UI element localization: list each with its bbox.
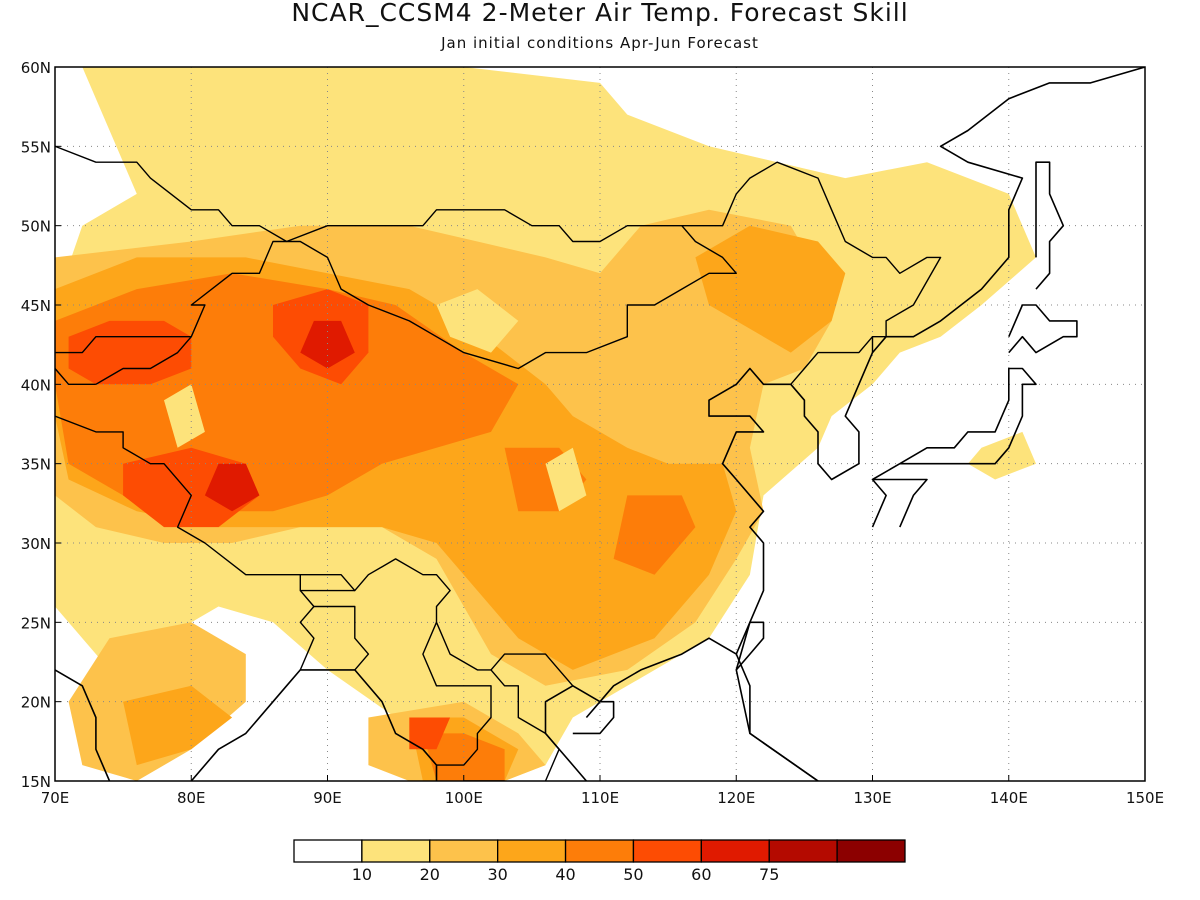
lon-tick-label: 150E	[1126, 789, 1164, 807]
skill-region-10	[164, 384, 205, 448]
longitude-axis: 70E 80E 90E 100E 110E 120E 130E 140E 150E	[41, 775, 1164, 807]
lon-tick-label: 110E	[581, 789, 619, 807]
country-border	[299, 590, 370, 671]
lat-tick-label: 30N	[21, 535, 51, 553]
colorbar-label: 30	[487, 865, 507, 884]
colorbar-swatch	[429, 839, 499, 863]
country-border	[299, 606, 315, 671]
country-border	[55, 145, 287, 243]
country-border	[790, 336, 874, 385]
lat-tick-label: 35N	[21, 456, 51, 474]
coastline	[708, 67, 1145, 781]
lon-tick-label: 80E	[177, 789, 206, 807]
skill-region-10	[545, 447, 587, 512]
colorbar-label: 40	[555, 865, 575, 884]
coastline	[1008, 304, 1078, 354]
country-border	[299, 574, 355, 592]
skill-region-60	[300, 320, 355, 369]
skill-shading	[55, 67, 1036, 781]
latitude-axis: 15N 20N 25N 30N 35N 40N 45N 50N 55N 60N	[21, 59, 61, 791]
skill-region-60	[204, 463, 260, 512]
country-border	[286, 209, 682, 243]
coastline	[572, 700, 615, 735]
colorbar-swatch	[700, 839, 770, 863]
country-border	[95, 161, 942, 385]
lat-tick-label: 55N	[21, 138, 51, 156]
colorbar-label: 20	[420, 865, 440, 884]
colorbar-legend: 10 20 30 40 50 60 75	[293, 839, 906, 884]
lon-tick-label: 70E	[41, 789, 70, 807]
coastline	[872, 367, 1037, 481]
lon-tick-label: 90E	[313, 789, 342, 807]
skill-region-30	[695, 225, 846, 353]
colorbar-label: 10	[352, 865, 372, 884]
coastline	[871, 478, 928, 528]
coastline	[544, 637, 819, 781]
lat-tick-label: 50N	[21, 218, 51, 236]
colorbar-swatch	[497, 839, 567, 863]
country-border	[55, 415, 574, 687]
skill-region-50	[409, 717, 451, 750]
skill-region-40	[613, 495, 696, 575]
lat-tick-label: 60N	[21, 59, 51, 77]
colorbar-label: 50	[623, 865, 643, 884]
colorbar-swatch	[632, 839, 702, 863]
lon-tick-label: 140E	[990, 789, 1028, 807]
coastline	[735, 621, 765, 671]
country-border	[422, 622, 492, 766]
colorbar-swatch	[836, 839, 906, 863]
skill-region-50	[68, 320, 192, 385]
country-border	[490, 669, 560, 781]
country-border	[55, 368, 96, 385]
lon-tick-label: 120E	[717, 789, 755, 807]
colorbar-swatch	[361, 839, 431, 863]
map-title: NCAR_CCSM4 2-Meter Air Temp. Forecast Sk…	[291, 0, 909, 27]
coastline	[1035, 161, 1065, 290]
colorbar-swatch	[293, 839, 363, 863]
skill-region-10	[436, 289, 519, 353]
lat-tick-label: 20N	[21, 694, 51, 712]
coastline	[55, 669, 111, 781]
lat-tick-label: 45N	[21, 297, 51, 315]
lat-tick-label: 15N	[21, 773, 51, 791]
lon-tick-label: 130E	[853, 789, 891, 807]
colorbar-label: 60	[691, 865, 711, 884]
colorbar-swatch	[564, 839, 635, 863]
lon-tick-label: 100E	[445, 789, 483, 807]
lat-tick-label: 25N	[21, 614, 51, 632]
coastlines	[55, 67, 1145, 781]
colorbar-label: 75	[759, 865, 779, 884]
lat-tick-label: 40N	[21, 376, 51, 394]
colorbar-swatch	[768, 839, 838, 863]
country-borders	[55, 145, 942, 781]
map-subtitle: Jan initial conditions Apr-Jun Forecast	[441, 34, 759, 52]
country-border	[55, 336, 192, 354]
skill-region-30	[123, 685, 233, 766]
